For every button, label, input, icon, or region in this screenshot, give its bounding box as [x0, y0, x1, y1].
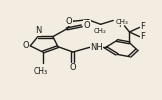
Text: O: O — [22, 41, 29, 50]
Text: N: N — [35, 26, 41, 36]
Text: CH₂: CH₂ — [93, 28, 106, 34]
Text: NH: NH — [90, 43, 103, 52]
Text: CH₃: CH₃ — [33, 67, 47, 76]
Text: F: F — [140, 22, 145, 31]
Text: O: O — [66, 17, 72, 26]
Text: F: F — [118, 20, 123, 29]
Text: O: O — [70, 63, 76, 72]
Text: F: F — [140, 32, 145, 41]
Text: CH₃: CH₃ — [116, 19, 128, 25]
Text: O: O — [84, 21, 90, 30]
